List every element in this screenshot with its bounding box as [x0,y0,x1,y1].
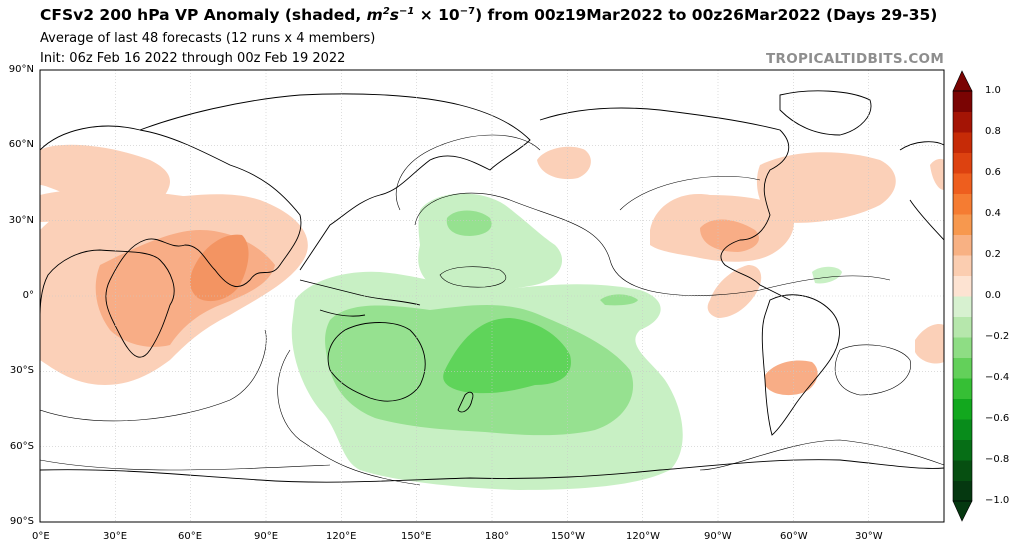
colorbar-swatch [953,255,972,276]
lon-label-150e: 150°E [401,531,432,542]
lon-label-30w: 30°W [855,531,883,542]
coastline-africa-eurasia [40,125,302,358]
coastline-greenland [779,90,872,136]
colorbar-label: 0.8 [985,126,1001,137]
map-frame-border [39,69,945,523]
colorbar-swatch [953,460,972,481]
colorbar-swatch [953,173,972,194]
anomaly-green-pacific-north-core [446,210,492,236]
contour-lines [40,134,944,486]
contour-line [40,459,331,471]
coastline-south-america [761,294,840,436]
anomaly-green-tasman-core [443,318,571,394]
colorbar-swatch [953,275,972,297]
colorbar-swatch [953,296,972,317]
colorbar-label: −1.0 [985,495,1010,506]
colorbar-swatch [953,378,972,399]
lon-label-120w: 120°W [626,531,660,542]
contour-line [834,344,911,396]
anomaly-orange-india-west [40,189,290,236]
lat-label-90s: 90°S [9,516,34,527]
colorbar-swatch [953,398,972,420]
lat-label-30s: 30°S [9,365,34,376]
lon-label-30e: 30°E [103,531,128,542]
colorbar-label: −0.8 [985,454,1010,465]
lon-label-60w: 60°W [780,531,808,542]
contour-line [277,349,421,486]
coastline-australia [327,322,426,402]
anomaly-orange-asia-north [40,144,170,199]
land-outlines [40,90,944,483]
anomaly-orange-europe-east [930,158,944,190]
lat-label-30n: 30°N [8,215,34,226]
anomaly-green-equatorial-east [600,294,638,306]
anomaly-orange-gulf-core [700,219,759,252]
negative-anomaly-regions [291,193,842,490]
anomaly-orange-atlantic-east [915,323,944,364]
colorbar-swatch [953,193,972,215]
colorbar-top-triangle [952,70,973,92]
colorbar-label: −0.2 [985,331,1010,342]
chart-title: CFSv2 200 hPa VP Anomaly (shaded, m2s−1 … [40,6,938,25]
colorbar-swatch [953,480,972,502]
colorbar-swatch [953,111,972,133]
lon-label-180: 180° [485,531,510,542]
lat-label-60s: 60°S [9,441,34,452]
colorbar-swatch [953,91,972,112]
colorbar-label: 0.2 [985,249,1001,260]
coastline-europe-west [899,141,944,241]
contour-line [396,134,541,211]
anomaly-orange-north-pacific [537,146,591,180]
lon-label-0e: 0°E [32,531,50,542]
colorbar-swatch [953,357,972,379]
colorbar-swatch [953,214,972,235]
colorbar-label: −0.6 [985,413,1010,424]
lat-label-60n: 60°N [8,139,34,150]
coastline-antarctica [40,459,944,483]
coastline-maritime-continent [299,279,421,317]
lon-label-90e: 90°E [254,531,279,542]
anomaly-green-caribbean [812,266,842,284]
colorbar-label: 1.0 [985,85,1001,96]
lat-label-0: 0° [22,290,34,301]
graticule [40,70,944,522]
contour-line [40,329,267,422]
colorbar-swatch [953,337,972,358]
colorbar-swatch [953,152,972,174]
lon-label-120e: 120°E [326,531,357,542]
colorbar-label: 0.0 [985,290,1001,301]
anomaly-green-maritime-core [343,320,378,343]
lon-label-60e: 60°E [178,531,203,542]
colorbar-swatch [953,234,972,256]
contour-line [439,266,507,288]
subtitle-forecast-average: Average of last 48 forecasts (12 runs x … [40,31,376,46]
colorbar-label: 0.6 [985,167,1001,178]
contour-line [414,192,891,296]
colorbar-bottom-triangle [952,500,973,522]
anomaly-orange-indian-core [190,234,249,302]
colorbar-swatch [953,316,972,338]
lon-label-90w: 90°W [704,531,732,542]
coastline-north-america [539,107,791,301]
anomaly-orange-north-atlantic [756,152,896,223]
lon-label-150w: 150°W [551,531,585,542]
coastline-new-zealand [457,391,474,413]
lat-label-90n: 90°N [8,64,34,75]
colorbar-swatch [953,419,972,440]
anomaly-orange-central-america [707,265,762,318]
colorbar [952,70,973,522]
coastline-asia-north [139,93,531,271]
contour-line [619,175,761,211]
anomaly-orange-south-america [765,360,818,396]
colorbar-label: −0.4 [985,372,1010,383]
colorbar-swatch [953,439,972,461]
subtitle-init-range: Init: 06z Feb 16 2022 through 00z Feb 19… [40,51,346,66]
watermark: TROPICALTIDBITS.COM [766,51,945,67]
colorbar-swatch [953,132,972,153]
colorbar-frame [952,90,973,502]
colorbar-label: 0.4 [985,208,1001,219]
